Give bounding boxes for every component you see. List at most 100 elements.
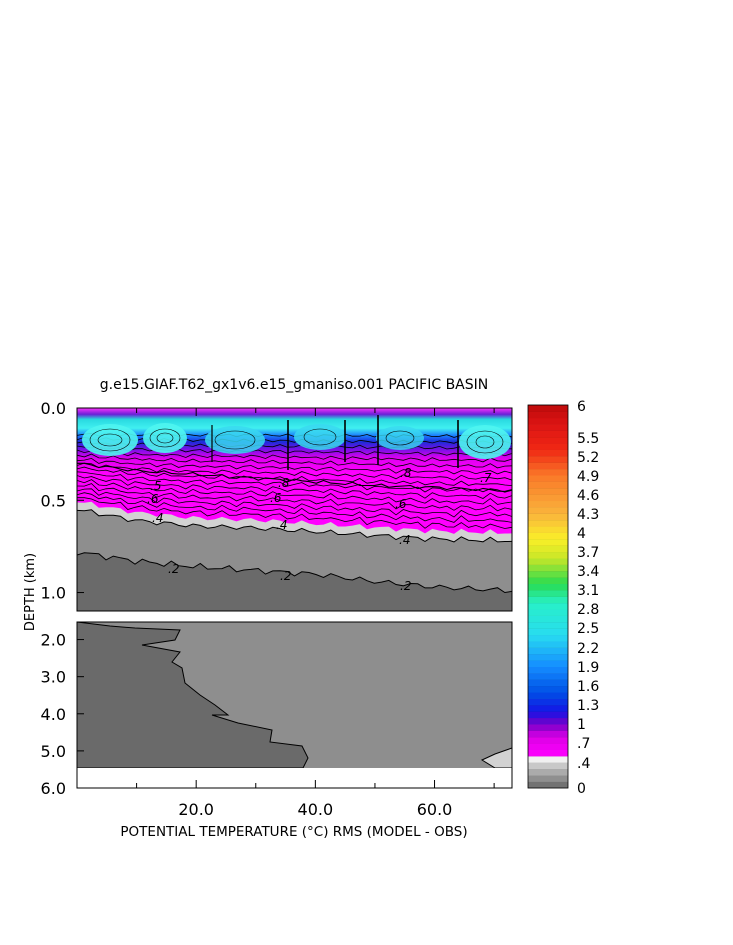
y-tick-label: 0.0 (41, 399, 66, 418)
colorbar-band (528, 583, 568, 591)
colorbar-label: 3.4 (577, 564, 599, 580)
contour-line (77, 483, 512, 512)
colorbar-band (528, 768, 568, 776)
colorbar-band (528, 622, 568, 629)
colorbar-band (528, 532, 568, 540)
colorbar-band (528, 781, 568, 789)
colorbar-band (528, 449, 568, 457)
upper-panel (77, 408, 512, 611)
colorbar-band (528, 602, 568, 610)
x-axis-ticks: 20.0 40.0 60.0 (136, 408, 495, 819)
y-axis-title: DEPTH (km) (23, 553, 38, 631)
colorbar-band (528, 711, 568, 719)
contour-line (77, 479, 512, 505)
colorbar-band (528, 736, 568, 744)
chart-title: g.e15.GIAF.T62_gx1v6.e15_gmaniso.001 PAC… (100, 377, 489, 393)
contour-label: .6 (395, 497, 407, 511)
colorbar (527, 404, 569, 789)
colorbar-label: 2.8 (577, 602, 599, 618)
colorbar-label: 2.2 (577, 641, 599, 657)
contour-label: .4 (276, 518, 287, 532)
colorbar-label: 4.6 (577, 488, 599, 504)
contour-label: .5 (150, 479, 161, 493)
colorbar-band (528, 519, 568, 527)
cyan-blob (376, 426, 424, 450)
colorbar-band (528, 513, 568, 521)
colorbar-band (528, 653, 568, 661)
cyan-blob (294, 424, 346, 450)
y-tick-label: 2.0 (41, 631, 66, 650)
lower-white-band (77, 768, 512, 788)
colorbar-band (528, 507, 568, 514)
contour-line (77, 445, 512, 457)
colorbar-band (528, 590, 568, 597)
y-tick-label: 5.0 (41, 742, 66, 761)
colorbar-label: 1.6 (577, 679, 599, 695)
contour-line (77, 449, 512, 463)
colorbar-label: 4.3 (577, 507, 599, 523)
contour-label: .4 (399, 533, 410, 547)
x-tick-label: 20.0 (178, 800, 214, 819)
colorbar-band (528, 411, 568, 419)
colorbar-label: 3.7 (577, 545, 599, 561)
x-tick-label: 60.0 (417, 800, 453, 819)
colorbar-band (528, 481, 568, 489)
colorbar-band (528, 443, 568, 450)
contour-label: .6 (270, 491, 282, 505)
y-tick-label: 6.0 (41, 779, 66, 798)
colorbar-band (528, 673, 568, 680)
colorbar-label: .7 (577, 736, 590, 752)
colorbar-band (528, 647, 568, 655)
colorbar-band (528, 564, 568, 572)
colorbar-label: 6 (577, 399, 586, 415)
x-axis-title: POTENTIAL TEMPERATURE (°C) RMS (MODEL - … (120, 824, 467, 840)
lower-light-gray-corner (480, 747, 512, 768)
y-tick-label: 1.0 (41, 584, 66, 603)
colorbar-band (528, 775, 568, 782)
colorbar-band (528, 749, 568, 757)
colorbar-band (528, 615, 568, 623)
colorbar-band (528, 756, 568, 763)
colorbar-band (528, 660, 568, 668)
y-tick-label: 0.5 (41, 491, 66, 510)
contour-line-0.8 (77, 462, 512, 492)
colorbar-band (528, 456, 568, 463)
blob-contour (214, 430, 256, 450)
contour-label: .4 (152, 511, 163, 525)
blob-contour (89, 428, 131, 452)
colorbar-label: 3.1 (577, 583, 599, 599)
colorbar-band (528, 609, 568, 616)
contour-label: .2 (168, 562, 179, 576)
colorbar-band (528, 705, 568, 712)
colorbar-band (528, 558, 568, 565)
cyan-blob (205, 426, 265, 454)
blob-contour (466, 430, 504, 454)
contour-label: .6 (147, 492, 159, 506)
blob-contour (385, 430, 415, 446)
contour-0.4 (77, 509, 512, 543)
contour-label: .8 (400, 466, 412, 480)
colorbar-band (528, 634, 568, 642)
colorbar-band (528, 577, 568, 585)
colorbar-frame (527, 404, 569, 789)
y-axis-ticks: 0.0 0.5 1.0 2.0 3.0 4.0 5.0 6.0 (41, 399, 84, 798)
colorbar-band (528, 570, 568, 578)
contour-0.2 (77, 552, 512, 594)
colorbar-label: 1.9 (577, 660, 599, 676)
colorbar-label: 1 (577, 717, 586, 733)
colorbar-label: 2.5 (577, 621, 599, 637)
colorbar-band (528, 436, 568, 444)
colorbar-label: 4.9 (577, 469, 599, 485)
colorbar-band (528, 666, 568, 674)
colorbar-labels: 6 5.5 5.2 4.9 4.6 4.3 4 3.7 3.4 3.1 2.8 2.5 2.2 1.9 1.… (577, 399, 599, 797)
contour-line (77, 488, 512, 518)
colorbar-band (528, 685, 568, 693)
colorbar-band (528, 487, 568, 495)
blob-contour (475, 435, 495, 449)
colorbar-band (528, 698, 568, 706)
blob-contour (303, 428, 337, 446)
colorbar-band (528, 551, 568, 559)
contour-label: .2 (400, 579, 411, 593)
colorbar-band (528, 762, 568, 770)
colorbar-band (528, 417, 568, 425)
